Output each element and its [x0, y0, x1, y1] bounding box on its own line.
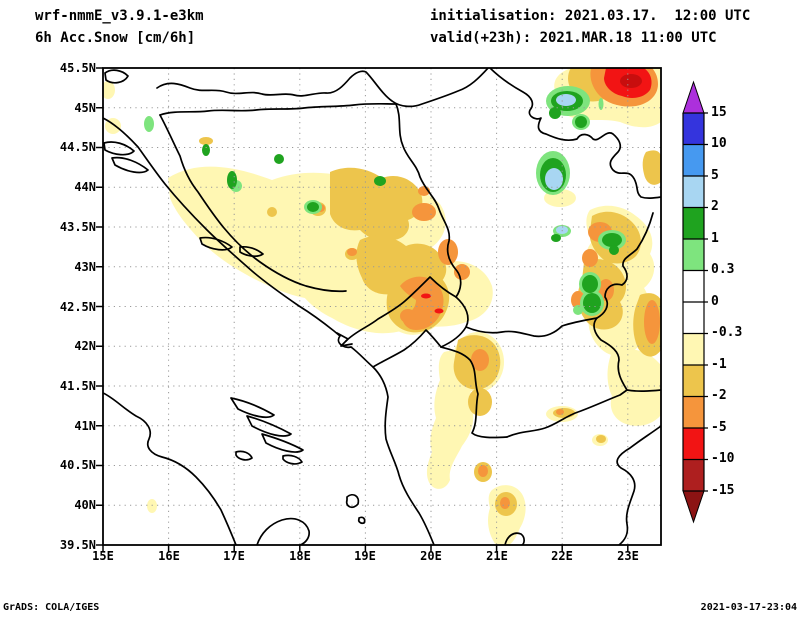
lat-label: 40N — [74, 498, 96, 512]
country-borders — [156, 68, 661, 439]
map-frame — [102, 67, 662, 546]
colorbar-label: -15 — [711, 483, 735, 498]
lon-label: 20E — [420, 549, 442, 563]
lon-label: 15E — [92, 549, 114, 563]
colorbar-label: -0.3 — [711, 325, 743, 340]
lon-label: 23E — [617, 549, 639, 563]
colorbar-label: 1 — [711, 231, 719, 246]
lat-label: 42N — [74, 339, 96, 353]
colorbar-label: -2 — [711, 388, 727, 403]
field-title: 6h Acc.Snow [cm/6h] — [35, 30, 196, 46]
creation-timestamp: 2021-03-17-23:04 — [700, 602, 797, 613]
lat-label: 39.5N — [59, 538, 96, 552]
colorbar-label: 0.3 — [711, 262, 735, 277]
lon-label: 17E — [223, 549, 245, 563]
colorbar-label: -5 — [711, 420, 727, 435]
lon-label: 21E — [486, 549, 508, 563]
init-time: initialisation: 2021.03.17. 12:00 UTC — [430, 8, 751, 24]
lat-label: 44N — [74, 180, 96, 194]
colorbar-label: 10 — [711, 136, 727, 151]
colorbar-label: 15 — [711, 105, 727, 120]
coastlines — [103, 69, 661, 545]
lat-label: 42.5N — [59, 300, 96, 314]
snow-shading-darkgreen — [202, 91, 622, 313]
colorbar-label: -1 — [711, 357, 727, 372]
lat-label: 43N — [74, 260, 96, 274]
lat-label: 45.5N — [59, 61, 96, 75]
colorbar — [682, 80, 708, 524]
colorbar-label: 5 — [711, 168, 719, 183]
axis-ticks — [96, 67, 629, 552]
valid-time: valid(+23h): 2021.MAR.18 11:00 UTC — [430, 30, 717, 46]
colorbar-label: 0 — [711, 294, 719, 309]
grads-credit: GrADS: COLA/IGES — [3, 602, 100, 613]
model-title: wrf-nmmE_v3.9.1-e3km — [35, 8, 204, 24]
lat-label: 45N — [74, 101, 96, 115]
colorbar-label: -10 — [711, 451, 735, 466]
snow-shading-red-core — [620, 74, 642, 88]
lat-label: 41.5N — [59, 379, 96, 393]
lat-label: 43.5N — [59, 220, 96, 234]
lon-label: 19E — [354, 549, 376, 563]
snow-shading-lightblue — [545, 94, 576, 234]
colorbar-label: 2 — [711, 199, 719, 214]
lat-label: 41N — [74, 419, 96, 433]
lon-label: 22E — [551, 549, 573, 563]
lon-label: 16E — [158, 549, 180, 563]
lat-label: 40.5N — [59, 458, 96, 472]
lon-label: 18E — [289, 549, 311, 563]
lat-label: 44.5N — [59, 140, 96, 154]
